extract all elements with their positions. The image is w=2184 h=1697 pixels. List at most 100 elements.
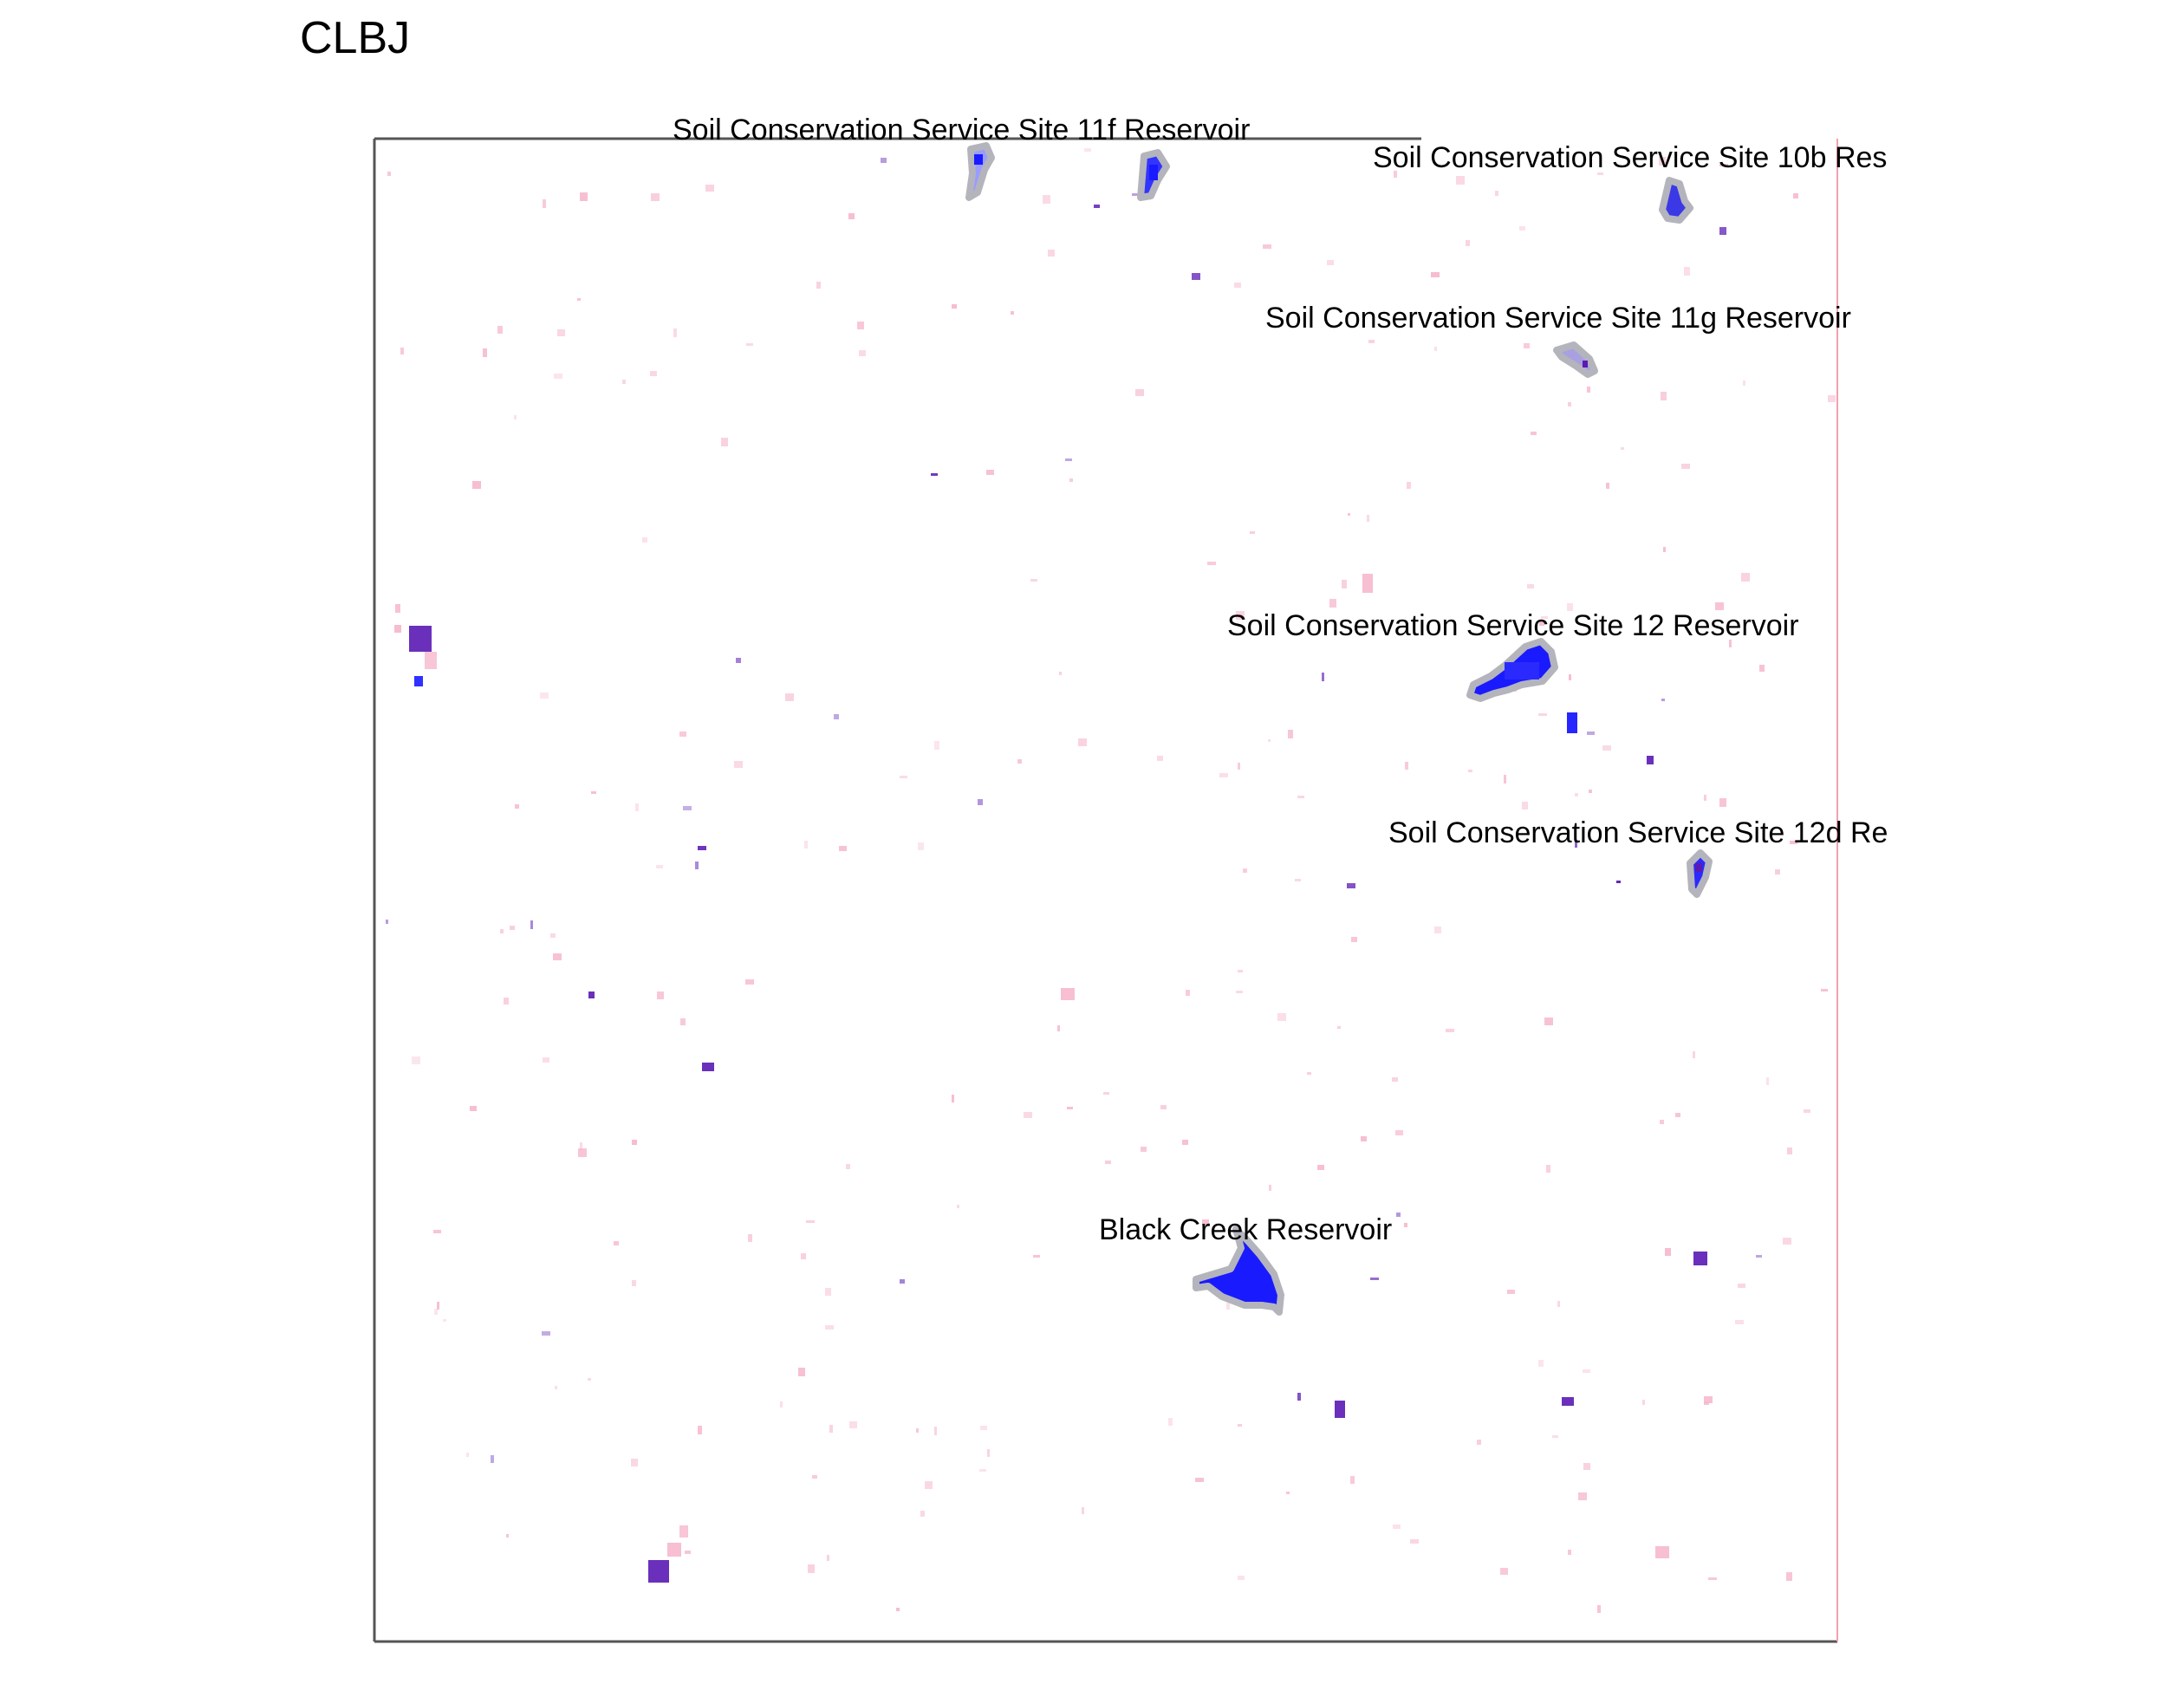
water-pixel — [1783, 1238, 1791, 1245]
water-pixel — [635, 803, 639, 811]
water-pixel — [829, 1425, 833, 1433]
water-pixel — [1684, 267, 1690, 276]
water-pixel — [1790, 841, 1797, 844]
water-pixel — [578, 1148, 587, 1157]
water-pixel — [1329, 599, 1336, 608]
reservoir-12d-polygon — [1687, 849, 1713, 898]
water-pixel — [1568, 402, 1571, 406]
water-pixel — [685, 1551, 691, 1554]
water-pixel — [1507, 1290, 1515, 1294]
water-pixel — [849, 1421, 857, 1428]
water-pixel — [695, 862, 699, 869]
water-pixel — [1616, 881, 1621, 883]
water-pixel — [1568, 1550, 1571, 1555]
water-pixel — [1238, 1576, 1245, 1580]
water-pixel — [1642, 1400, 1645, 1405]
water-pixel — [1519, 226, 1525, 231]
label-site-11g: Soil Conservation Service Site 11g Reser… — [1265, 302, 1851, 335]
water-pixel — [1587, 387, 1590, 393]
water-pixel — [721, 438, 728, 446]
water-pixel — [1786, 1572, 1792, 1581]
water-pixel — [1135, 389, 1144, 396]
water-pixel — [580, 192, 588, 201]
black-creek-reservoir-polygon — [1193, 1226, 1284, 1316]
water-pixel — [1359, 632, 1362, 636]
water-pixel — [1546, 1165, 1550, 1173]
water-pixel — [433, 1230, 441, 1233]
water-pixel — [483, 348, 487, 357]
water-pixel — [798, 1368, 805, 1376]
map-frame — [373, 137, 1838, 1643]
water-pixel — [425, 652, 437, 669]
water-pixel — [1337, 1026, 1341, 1029]
reservoir-11f-west-polygon — [965, 142, 995, 201]
water-pixel — [900, 776, 907, 778]
water-pixel — [504, 998, 509, 1005]
water-pixel — [1024, 1112, 1032, 1118]
water-pixel — [1575, 842, 1577, 848]
water-pixel — [1522, 802, 1528, 809]
water-pixel — [1048, 250, 1055, 257]
water-pixel — [745, 979, 754, 985]
water-pixel — [1766, 1077, 1769, 1085]
water-pixel — [1735, 1320, 1744, 1324]
water-pixel — [1393, 1525, 1401, 1529]
water-pixel — [698, 1426, 702, 1434]
water-pixel — [497, 326, 503, 334]
water-pixel — [1335, 1401, 1345, 1418]
water-pixel — [1269, 1185, 1271, 1191]
water-pixel — [1759, 665, 1765, 672]
water-pixel — [1405, 762, 1408, 770]
water-pixel — [1322, 673, 1324, 681]
water-pixel — [918, 842, 924, 850]
water-pixel — [1288, 730, 1293, 738]
water-pixel — [683, 806, 692, 810]
water-pixel — [557, 329, 565, 336]
water-pixel — [748, 1234, 752, 1242]
water-pixel — [1729, 640, 1732, 647]
water-pixel — [1370, 1278, 1379, 1280]
water-pixel — [1277, 1013, 1286, 1021]
water-pixel — [1132, 193, 1138, 196]
water-pixel — [834, 714, 839, 719]
water-pixel — [780, 1401, 783, 1408]
water-pixel — [1681, 464, 1690, 469]
water-pixel — [673, 328, 677, 337]
water-pixel — [491, 1455, 494, 1463]
water-pixel — [1286, 1492, 1290, 1494]
water-pixel — [1105, 1161, 1111, 1164]
water-pixel — [1236, 611, 1245, 620]
water-pixel — [1743, 380, 1745, 386]
water-pixel — [1793, 193, 1798, 198]
water-pixel — [957, 1205, 959, 1208]
water-pixel — [1395, 1130, 1403, 1135]
water-pixel — [1011, 311, 1014, 315]
water-pixel — [916, 1428, 919, 1433]
water-pixel — [1567, 603, 1573, 611]
water-pixel — [839, 846, 847, 851]
water-pixel — [934, 741, 939, 750]
water-pixel — [1250, 531, 1255, 534]
water-pixel — [1456, 176, 1465, 185]
water-pixel — [1821, 989, 1828, 992]
water-pixel — [705, 185, 714, 192]
water-pixel — [1141, 1147, 1147, 1152]
water-pixel — [1348, 513, 1350, 516]
water-pixel — [1238, 1424, 1242, 1427]
water-pixel — [588, 1378, 591, 1381]
water-pixel — [1186, 990, 1190, 996]
water-pixel — [1061, 988, 1075, 1000]
water-pixel — [1219, 773, 1228, 777]
water-pixel — [746, 343, 753, 346]
water-pixel — [1578, 1492, 1587, 1500]
water-pixel — [555, 1386, 557, 1389]
water-pixel — [846, 1164, 850, 1169]
water-pixel — [896, 1608, 900, 1611]
water-pixel — [651, 193, 660, 201]
water-pixel — [1552, 1435, 1558, 1438]
water-pixel — [1033, 1255, 1040, 1258]
water-pixel — [1192, 273, 1200, 280]
water-pixel — [934, 1427, 937, 1435]
water-pixel — [1500, 1568, 1508, 1575]
water-pixel — [1238, 970, 1243, 972]
